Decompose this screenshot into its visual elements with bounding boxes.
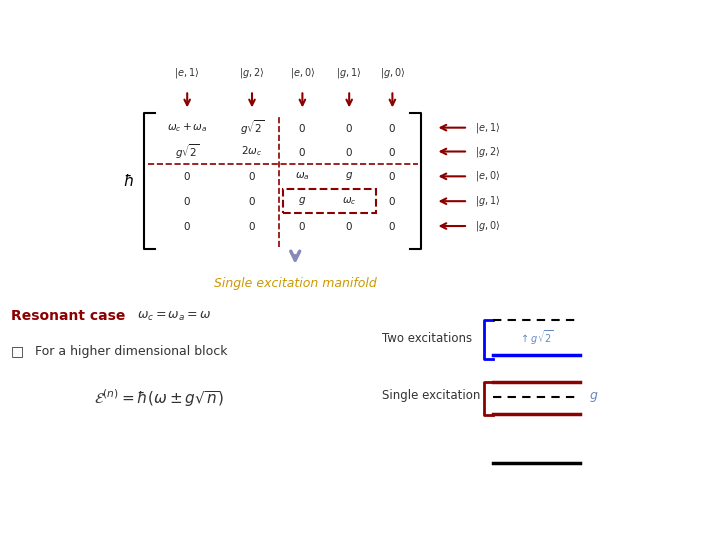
Text: $0$: $0$ <box>184 170 191 183</box>
Text: $0$: $0$ <box>184 220 191 232</box>
Text: $0$: $0$ <box>346 220 353 232</box>
Text: $0$: $0$ <box>248 170 256 183</box>
Text: For a higher dimensional block: For a higher dimensional block <box>35 345 227 357</box>
Text: Single excitation: Single excitation <box>382 389 480 402</box>
Text: $|g,0\rangle$: $|g,0\rangle$ <box>475 219 501 233</box>
Text: $g$: $g$ <box>298 195 307 207</box>
Text: Single excitation manifold: Single excitation manifold <box>214 276 377 289</box>
Text: $|e,0\rangle$: $|e,0\rangle$ <box>289 66 315 80</box>
Text: $0$: $0$ <box>299 122 306 134</box>
Text: $0$: $0$ <box>248 220 256 232</box>
Text: $\uparrow g\sqrt{2}$: $\uparrow g\sqrt{2}$ <box>519 328 554 347</box>
Text: $\omega_a$: $\omega_a$ <box>295 171 310 182</box>
Text: $|e,0\rangle$: $|e,0\rangle$ <box>475 170 500 184</box>
Text: $0$: $0$ <box>389 145 396 158</box>
Text: $\omega_c = \omega_a = \omega$: $\omega_c = \omega_a = \omega$ <box>137 310 211 323</box>
Text: Resonant case: Resonant case <box>11 309 125 323</box>
Text: $0$: $0$ <box>346 122 353 134</box>
Text: $0$: $0$ <box>389 170 396 183</box>
Text: $0$: $0$ <box>389 122 396 134</box>
Text: $0$: $0$ <box>184 195 191 207</box>
Text: $0$: $0$ <box>248 195 256 207</box>
Bar <box>283 189 376 213</box>
Text: $|e,1\rangle$: $|e,1\rangle$ <box>475 120 500 134</box>
Text: $0$: $0$ <box>389 195 396 207</box>
Text: $|g,2\rangle$: $|g,2\rangle$ <box>239 66 265 80</box>
Text: $|g,0\rangle$: $|g,0\rangle$ <box>379 66 405 80</box>
Text: $\omega_c+\omega_a$: $\omega_c+\omega_a$ <box>167 122 207 134</box>
Text: $|e,1\rangle$: $|e,1\rangle$ <box>174 66 200 80</box>
Text: $\omega_c$: $\omega_c$ <box>342 195 356 207</box>
Text: □: □ <box>11 344 24 358</box>
Text: $|g,2\rangle$: $|g,2\rangle$ <box>475 145 501 159</box>
Text: $g$: $g$ <box>589 390 598 404</box>
Text: $0$: $0$ <box>389 220 396 232</box>
Text: $0$: $0$ <box>299 220 306 232</box>
Text: $2\omega_c$: $2\omega_c$ <box>241 145 263 158</box>
Text: The Jaynes-Cummings Hamiltonian: The Jaynes-Cummings Hamiltonian <box>14 10 454 33</box>
Text: Two excitations: Two excitations <box>382 332 472 345</box>
Text: $g$: $g$ <box>345 170 354 183</box>
Text: $\mathcal{E}^{(n)} = \hbar\left(\omega \pm g\sqrt{n}\right)$: $\mathcal{E}^{(n)} = \hbar\left(\omega \… <box>94 388 224 409</box>
Text: $\hbar$: $\hbar$ <box>123 173 133 189</box>
Text: $g\sqrt{2}$: $g\sqrt{2}$ <box>240 118 264 137</box>
Text: $0$: $0$ <box>346 145 353 158</box>
Text: $|g,1\rangle$: $|g,1\rangle$ <box>475 194 501 208</box>
Text: $g\sqrt{2}$: $g\sqrt{2}$ <box>175 142 199 161</box>
Text: $0$: $0$ <box>299 145 306 158</box>
Text: $|g,1\rangle$: $|g,1\rangle$ <box>336 66 362 80</box>
